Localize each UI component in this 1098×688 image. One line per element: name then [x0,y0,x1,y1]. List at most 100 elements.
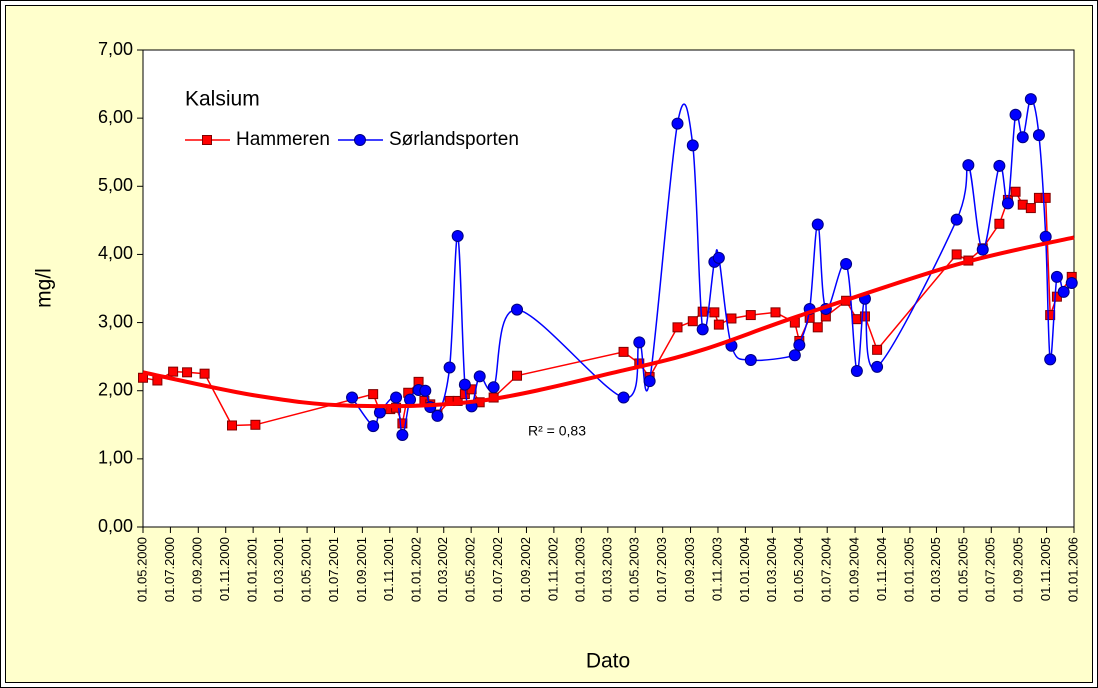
data-point [458,378,471,391]
data-point [487,381,500,394]
data-point [1065,277,1078,290]
data-point [686,139,699,152]
x-tick-label: 01.07.2005 [983,537,998,602]
x-tick-label: 01.05.2002 [463,537,478,602]
x-tick-label: 01.11.2002 [545,537,560,601]
x-axis-label: Dato [586,650,630,673]
data-point [199,368,210,379]
x-tick-label: 01.07.2001 [326,537,341,602]
data-point [840,257,853,270]
x-tick-label: 01.01.2004 [737,537,752,602]
x-tick-label: 01.01.2005 [901,537,916,602]
data-point [1032,129,1045,142]
x-tick-label: 01.07.2003 [654,537,669,602]
data-point [397,418,408,429]
data-point [744,354,757,367]
x-tick-label: 01.09.2000 [190,537,205,602]
data-point [872,344,883,355]
legend-label: Hammeren [236,129,330,150]
data-point [1044,353,1057,366]
data-point [687,316,698,327]
data-point [373,406,386,419]
data-point [1025,203,1036,214]
data-point [227,420,238,431]
data-point [431,409,444,422]
x-tick-label: 01.09.2002 [518,537,533,602]
data-point [250,419,261,430]
data-point [1001,197,1014,210]
x-tick-label: 01.07.2000 [162,537,177,602]
y-tick-label: 1,00 [98,448,133,468]
data-point [367,420,380,433]
data-point [962,159,975,172]
x-tick-label: 01.03.2001 [271,537,286,602]
chart-title: Kalsium [185,88,260,111]
data-point [871,360,884,373]
x-tick-label: 01.03.2002 [435,537,450,602]
x-tick-label: 01.05.2005 [955,537,970,602]
y-tick-label: 2,00 [98,379,133,399]
data-point [976,243,989,256]
legend-marker [353,134,366,146]
x-tick-label: 01.05.2000 [134,537,149,602]
data-point [617,391,630,404]
x-tick-label: 01.01.2002 [409,537,424,602]
x-tick-label: 01.01.2001 [245,537,260,602]
data-point [633,336,646,349]
x-tick-label: 01.11.2003 [709,537,724,601]
data-point [712,251,725,264]
data-point [451,230,464,243]
data-point [812,322,823,333]
x-tick-label: 01.03.2004 [764,537,779,602]
x-tick-label: 01.03.2005 [928,537,943,602]
x-tick-label: 01.05.2001 [299,537,314,602]
data-point [168,366,179,377]
x-tick-label: 01.11.2005 [1038,537,1053,601]
data-point [713,319,724,330]
data-point [346,391,359,404]
data-point [419,384,432,397]
data-point [390,391,403,404]
data-point [951,249,962,260]
data-point [473,370,486,383]
data-point [994,218,1005,229]
data-point [671,117,684,130]
data-point [788,349,801,362]
data-point [1010,186,1021,197]
y-axis-label: mg/l [33,268,56,308]
data-point [511,303,524,316]
data-point [512,370,523,381]
x-tick-label: 01.09.2005 [1011,537,1026,602]
legend-marker [202,135,212,145]
x-tick-label: 01.07.2002 [490,537,505,602]
x-tick-label: 01.05.2003 [627,537,642,602]
data-point [859,311,870,322]
data-point [1050,270,1063,283]
data-point [1016,131,1029,144]
data-point [1040,192,1051,203]
x-tick-label: 01.11.2001 [381,537,396,601]
legend-label: Sørlandsporten [389,129,519,150]
data-point [368,389,379,400]
y-tick-label: 3,00 [98,311,133,331]
data-point [643,375,656,388]
y-tick-label: 0,00 [98,516,133,536]
series-line [351,98,1073,436]
data-point [396,429,409,442]
data-point [404,393,417,406]
data-point [1024,93,1037,106]
x-tick-label: 01.07.2004 [819,537,834,602]
y-tick-label: 7,00 [98,39,133,59]
x-tick-label: 01.03.2003 [599,537,614,602]
data-point [850,364,863,377]
data-point [696,323,709,336]
data-point [811,218,824,231]
x-tick-label: 01.09.2004 [847,537,862,602]
plot-area [142,49,1075,528]
data-point [770,307,781,318]
x-tick-label: 01.09.2001 [354,537,369,602]
data-point [672,322,683,333]
trendline [142,235,1075,409]
data-point [1057,285,1070,298]
